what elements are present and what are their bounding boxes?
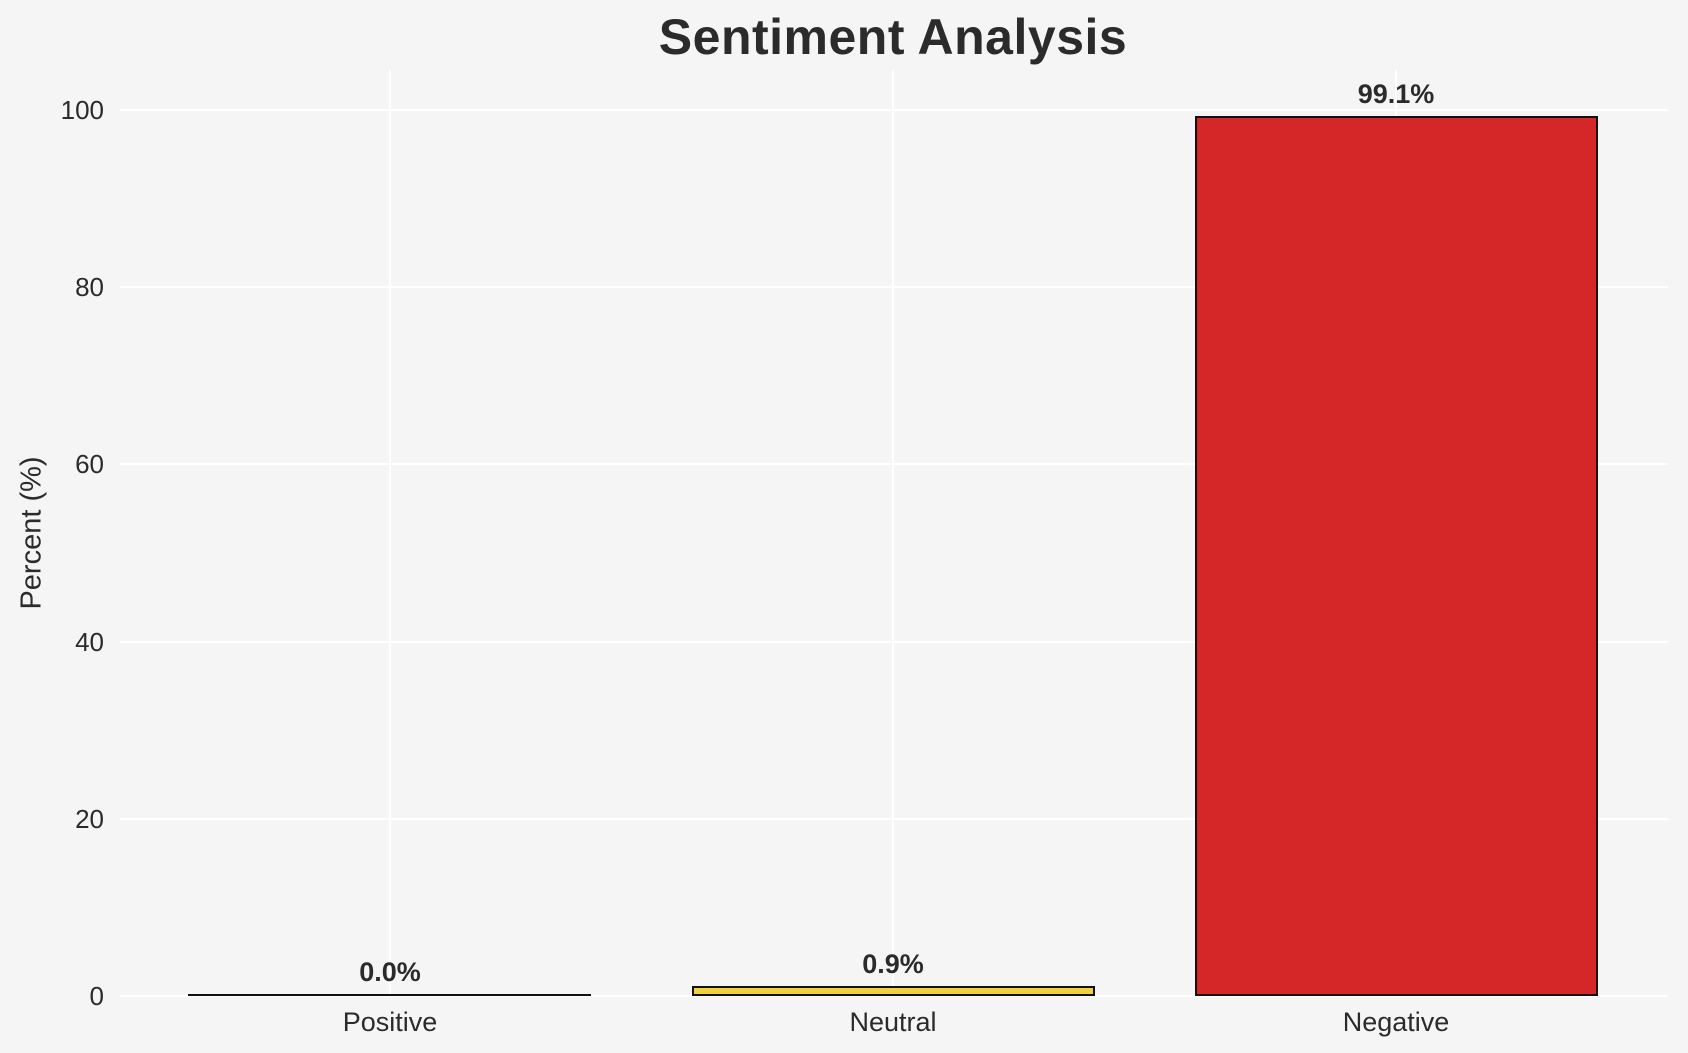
x-tick-label-neutral: Neutral xyxy=(849,1007,937,1037)
bar-value-label-negative: 99.1% xyxy=(1357,79,1435,109)
y-tick-label: 100 xyxy=(60,94,104,125)
x-tick-label-positive: Positive xyxy=(342,1007,438,1037)
bar-negative xyxy=(1195,116,1598,996)
bar-neutral xyxy=(692,986,1095,996)
y-gridline xyxy=(120,817,1668,820)
y-gridline xyxy=(120,286,1668,289)
x-gridline xyxy=(892,70,894,996)
chart-title: Sentiment Analysis xyxy=(658,9,1128,65)
x-gridline xyxy=(388,70,391,996)
bar-value-label-neutral: 0.9% xyxy=(862,949,924,979)
x-tick-label-negative: Negative xyxy=(1342,1007,1450,1037)
y-gridline xyxy=(120,463,1668,466)
bar-positive xyxy=(188,994,591,996)
y-tick-label: 20 xyxy=(75,803,104,834)
y-gridline xyxy=(120,640,1668,643)
y-gridline xyxy=(120,995,1668,997)
y-tick-label: 60 xyxy=(75,449,104,480)
y-tick-label: 0 xyxy=(89,981,104,1011)
bar-value-label-positive: 0.0% xyxy=(359,957,421,987)
y-tick-label: 40 xyxy=(75,626,104,657)
y-gridline xyxy=(120,108,1668,111)
plot-area xyxy=(120,70,1668,997)
y-tick-label: 80 xyxy=(75,272,104,303)
